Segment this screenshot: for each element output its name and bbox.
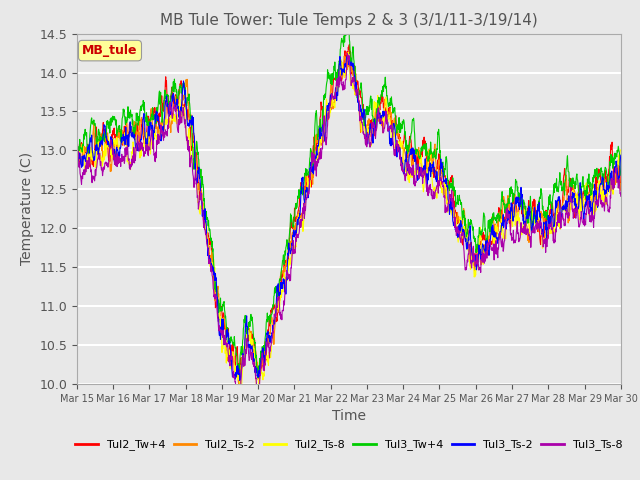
Tul2_Ts-2 [383,108,391,113]
Tul3_Ts-2 [325,100,333,106]
Tul2_Tw+4 [255,374,262,380]
Tul2_Tw+4 [316,133,323,139]
Line: Tul3_Tw+4: Tul3_Tw+4 [77,27,621,378]
Text: MB_tule: MB_tule [82,44,138,57]
Tul3_Tw+4 [617,172,625,178]
Title: MB Tule Tower: Tule Temps 2 & 3 (3/1/11-3/19/14): MB Tule Tower: Tule Temps 2 & 3 (3/1/11-… [160,13,538,28]
Tul2_Ts-8 [237,394,245,399]
Tul3_Tw+4 [254,375,262,381]
Tul2_Ts-2 [304,176,312,182]
Tul3_Ts-2 [617,153,625,158]
Tul2_Ts-2 [316,134,323,140]
Tul3_Tw+4 [345,24,353,30]
Tul3_Ts-2 [304,195,312,201]
Tul2_Ts-8 [383,108,391,114]
Tul3_Ts-2 [345,53,353,59]
Tul3_Ts-8 [304,189,312,195]
Tul2_Ts-2 [235,383,243,389]
Tul2_Ts-2 [617,188,625,193]
Tul2_Ts-2 [115,131,123,137]
Tul3_Ts-8 [316,149,323,155]
Tul2_Tw+4 [325,104,333,110]
Tul3_Tw+4 [73,165,81,170]
Tul2_Ts-8 [115,146,123,152]
Tul3_Tw+4 [325,72,333,78]
Tul3_Tw+4 [304,172,312,178]
Tul2_Ts-2 [325,104,333,110]
Tul3_Tw+4 [137,103,145,109]
Tul3_Ts-2 [137,137,145,143]
Tul2_Ts-8 [617,147,625,153]
Tul2_Tw+4 [346,42,353,48]
Tul3_Ts-8 [325,114,333,120]
Tul3_Ts-8 [617,193,625,199]
Tul2_Ts-8 [325,108,333,113]
Tul3_Tw+4 [115,126,123,132]
Tul2_Ts-8 [73,161,81,167]
Tul2_Tw+4 [304,177,312,182]
Line: Tul2_Ts-8: Tul2_Ts-8 [77,52,621,396]
Tul3_Ts-8 [383,119,391,125]
Line: Tul3_Ts-8: Tul3_Ts-8 [77,53,621,409]
Tul3_Ts-2 [383,120,391,125]
Tul2_Tw+4 [137,128,145,134]
Tul3_Ts-8 [137,139,145,145]
Line: Tul2_Tw+4: Tul2_Tw+4 [77,45,621,377]
Tul3_Ts-2 [236,378,244,384]
Tul2_Ts-8 [316,144,323,150]
Tul2_Ts-8 [344,49,352,55]
Tul3_Ts-2 [115,149,123,155]
Tul3_Ts-2 [73,164,81,170]
Tul2_Tw+4 [383,118,391,123]
Tul2_Tw+4 [617,180,625,185]
Tul2_Tw+4 [115,126,123,132]
Tul3_Ts-2 [316,136,323,142]
Tul3_Ts-8 [254,406,262,412]
X-axis label: Time: Time [332,409,366,423]
Line: Tul3_Ts-2: Tul3_Ts-2 [77,56,621,381]
Tul3_Tw+4 [316,123,323,129]
Tul2_Ts-2 [137,116,145,122]
Tul2_Ts-8 [137,153,145,159]
Tul3_Ts-8 [115,154,123,159]
Line: Tul2_Ts-2: Tul2_Ts-2 [77,56,621,386]
Tul2_Tw+4 [73,141,81,146]
Tul2_Ts-2 [340,53,348,59]
Tul3_Ts-8 [73,147,81,153]
Tul3_Tw+4 [383,93,391,98]
Tul2_Ts-8 [304,185,312,191]
Legend: Tul2_Tw+4, Tul2_Ts-2, Tul2_Ts-8, Tul3_Tw+4, Tul3_Ts-2, Tul3_Ts-8: Tul2_Tw+4, Tul2_Ts-2, Tul2_Ts-8, Tul3_Tw… [71,435,627,455]
Y-axis label: Temperature (C): Temperature (C) [20,152,34,265]
Tul3_Ts-8 [344,50,351,56]
Tul2_Ts-2 [73,155,81,160]
